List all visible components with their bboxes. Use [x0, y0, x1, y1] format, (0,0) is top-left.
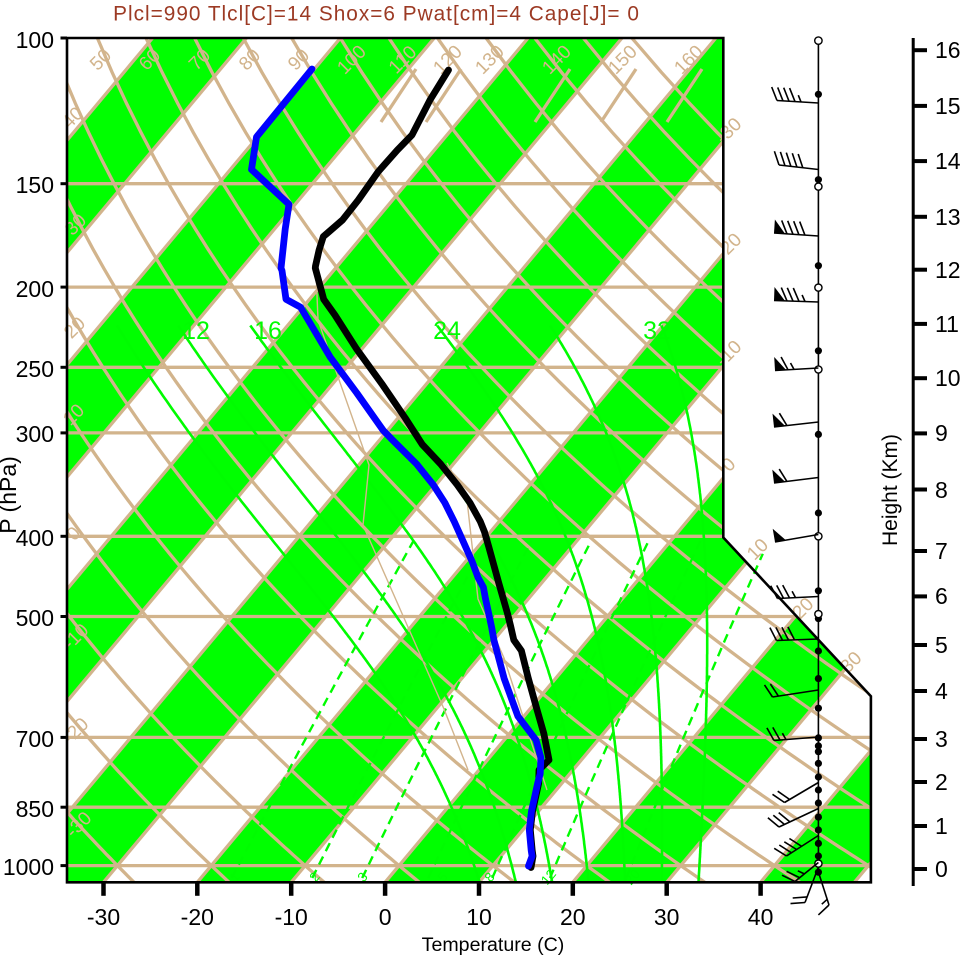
svg-text:16: 16	[254, 317, 282, 345]
svg-text:0: 0	[935, 856, 948, 882]
svg-text:7: 7	[935, 538, 948, 564]
svg-text:30: 30	[654, 904, 680, 930]
svg-text:5: 5	[935, 632, 948, 658]
svg-text:6: 6	[935, 583, 948, 609]
svg-text:24: 24	[433, 317, 461, 345]
svg-text:0: 0	[379, 904, 392, 930]
svg-text:1: 1	[935, 813, 948, 839]
svg-text:700: 700	[16, 726, 54, 752]
svg-text:8: 8	[935, 477, 948, 503]
svg-text:100: 100	[16, 27, 54, 53]
svg-text:2: 2	[935, 769, 948, 795]
svg-text:-10: -10	[275, 904, 308, 930]
svg-text:1000: 1000	[3, 854, 54, 880]
svg-text:Temperature (C): Temperature (C)	[422, 934, 565, 956]
svg-text:Plcl=990 Tlcl[C]=14 Shox=6 Pwa: Plcl=990 Tlcl[C]=14 Shox=6 Pwat[cm]=4 Ca…	[113, 3, 640, 26]
svg-text:15: 15	[935, 93, 961, 119]
svg-text:10: 10	[935, 365, 961, 391]
svg-text:20: 20	[560, 904, 586, 930]
svg-text:Height (Km): Height (Km)	[879, 434, 902, 546]
svg-text:10: 10	[466, 904, 492, 930]
svg-text:11: 11	[935, 311, 959, 337]
svg-text:12: 12	[935, 257, 961, 283]
svg-text:4: 4	[935, 678, 948, 704]
svg-text:250: 250	[16, 356, 54, 382]
svg-text:P (hPa): P (hPa)	[0, 456, 21, 534]
svg-text:12: 12	[182, 317, 210, 345]
svg-text:3: 3	[935, 726, 948, 752]
svg-text:9: 9	[935, 420, 948, 446]
svg-text:-30: -30	[87, 904, 120, 930]
svg-text:200: 200	[16, 276, 54, 302]
svg-text:32: 32	[643, 317, 671, 345]
svg-text:16: 16	[935, 37, 961, 63]
svg-text:40: 40	[748, 904, 774, 930]
svg-text:13: 13	[935, 204, 961, 230]
svg-text:14: 14	[935, 148, 961, 174]
svg-text:150: 150	[16, 172, 54, 198]
svg-text:300: 300	[16, 421, 54, 447]
svg-text:-20: -20	[181, 904, 214, 930]
svg-text:500: 500	[16, 605, 54, 631]
svg-text:850: 850	[16, 796, 54, 822]
svg-text:400: 400	[16, 525, 54, 551]
